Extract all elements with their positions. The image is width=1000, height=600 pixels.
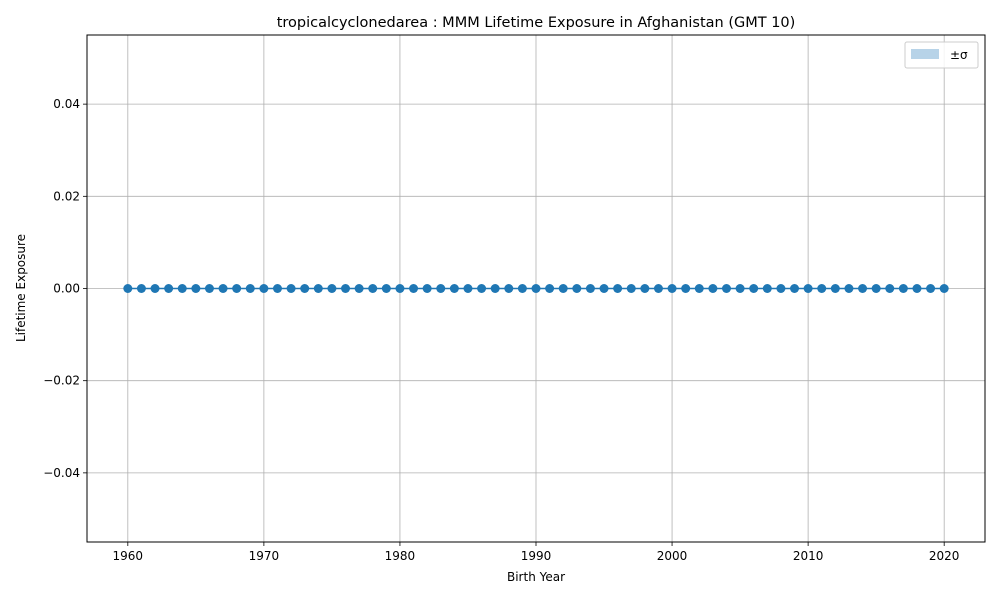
data-point <box>204 284 214 293</box>
data-point <box>790 284 800 293</box>
legend-label-sigma: ±σ <box>950 48 968 62</box>
data-point <box>368 284 378 293</box>
data-point <box>939 284 949 293</box>
data-point <box>136 284 146 293</box>
y-tick-label: 0.00 <box>53 282 80 296</box>
data-point <box>150 284 160 293</box>
data-point <box>613 284 623 293</box>
data-point <box>272 284 282 293</box>
data-point <box>776 284 786 293</box>
series-layer <box>123 284 949 293</box>
data-point <box>871 284 881 293</box>
data-point <box>721 284 731 293</box>
data-point <box>858 284 868 293</box>
x-tick-label: 1980 <box>385 549 416 563</box>
data-point <box>898 284 908 293</box>
data-point <box>653 284 663 293</box>
data-point <box>817 284 827 293</box>
data-point <box>504 284 514 293</box>
data-point <box>803 284 813 293</box>
x-axis: 1960 1970 1980 1990 2000 2010 2020 <box>113 542 960 563</box>
y-tick-label: −0.04 <box>43 466 80 480</box>
data-point <box>545 284 555 293</box>
data-point <box>926 284 936 293</box>
data-point <box>177 284 187 293</box>
data-point <box>626 284 636 293</box>
legend-swatch-sigma-band <box>911 49 939 59</box>
y-tick-label: −0.02 <box>43 374 80 388</box>
data-point <box>313 284 323 293</box>
data-point <box>844 284 854 293</box>
data-point <box>436 284 446 293</box>
data-point <box>558 284 568 293</box>
data-point <box>477 284 487 293</box>
x-tick-label: 1990 <box>521 549 552 563</box>
y-axis-label: Lifetime Exposure <box>14 234 28 342</box>
y-tick-label: 0.04 <box>53 97 80 111</box>
chart-title: tropicalcyclonedarea : MMM Lifetime Expo… <box>277 15 796 31</box>
data-point <box>354 284 364 293</box>
data-point <box>341 284 351 293</box>
data-point <box>708 284 718 293</box>
data-point <box>885 284 895 293</box>
data-point <box>572 284 582 293</box>
data-point <box>300 284 310 293</box>
data-point <box>409 284 419 293</box>
data-point <box>123 284 133 293</box>
data-point <box>694 284 704 293</box>
data-point <box>164 284 174 293</box>
data-point <box>830 284 840 293</box>
data-point <box>327 284 337 293</box>
x-tick-label: 1960 <box>113 549 144 563</box>
data-point <box>531 284 541 293</box>
legend: ±σ <box>904 41 979 69</box>
x-tick-label: 2000 <box>657 549 688 563</box>
data-point <box>232 284 242 293</box>
data-point <box>599 284 609 293</box>
data-point <box>517 284 527 293</box>
data-point <box>395 284 405 293</box>
data-point <box>218 284 228 293</box>
x-tick-label: 1970 <box>249 549 280 563</box>
data-point <box>735 284 745 293</box>
x-tick-label: 2010 <box>793 549 824 563</box>
data-point <box>286 284 296 293</box>
data-point <box>585 284 595 293</box>
data-point <box>449 284 459 293</box>
data-point <box>749 284 759 293</box>
data-point <box>463 284 473 293</box>
data-point <box>762 284 772 293</box>
data-point <box>912 284 922 293</box>
data-point <box>259 284 269 293</box>
data-point <box>681 284 691 293</box>
legend-box <box>904 41 979 69</box>
data-point <box>490 284 500 293</box>
y-tick-label: 0.02 <box>53 189 80 203</box>
data-point <box>191 284 201 293</box>
x-tick-label: 2020 <box>929 549 960 563</box>
data-point <box>667 284 677 293</box>
y-axis: −0.04 −0.02 0.00 0.02 0.04 <box>43 97 87 480</box>
data-point <box>245 284 255 293</box>
x-axis-label: Birth Year <box>507 570 565 584</box>
data-point <box>381 284 391 293</box>
data-point <box>422 284 432 293</box>
data-point <box>640 284 650 293</box>
